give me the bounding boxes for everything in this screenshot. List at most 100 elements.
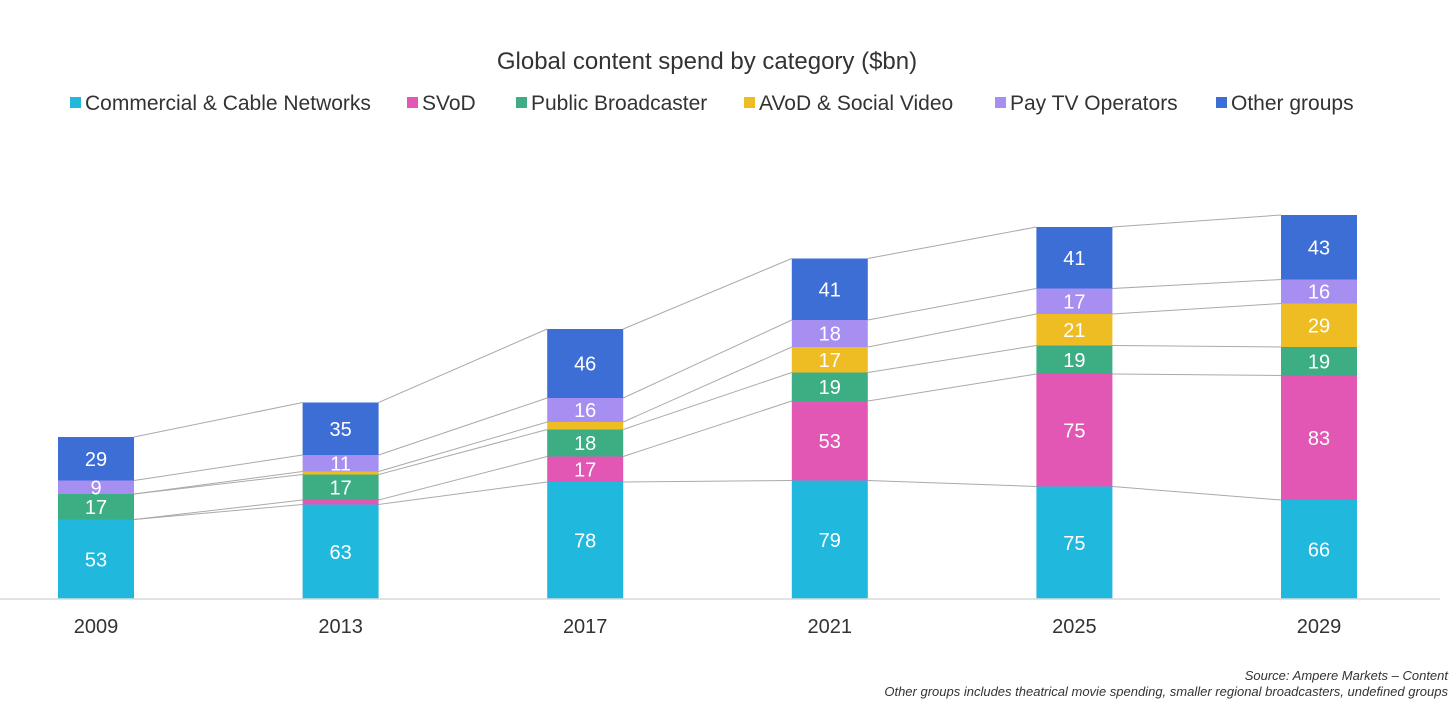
legend-label-other-groups: Other groups — [1231, 92, 1354, 115]
bar-segment-commercial-and-cable-networks-2029 — [1281, 500, 1357, 599]
connector-avod-and-social-video-2021 — [867, 313, 1037, 348]
connector-svod-2025 — [1112, 373, 1282, 376]
source-note: Source: Ampere Markets – Content — [1244, 668, 1448, 683]
bar-segment-pay-tv-operators-2029 — [1281, 279, 1357, 304]
connector-avod-and-social-video-2017 — [622, 346, 793, 423]
bar-segment-avod-and-social-video-2029 — [1281, 303, 1357, 347]
x-tick-2029: 2029 — [1297, 616, 1342, 638]
data-label-svod-2017: 17 — [574, 459, 596, 481]
x-tick-2021: 2021 — [808, 616, 853, 638]
x-tick-2017: 2017 — [563, 616, 608, 638]
data-label-pay-tv-operators-2021: 18 — [819, 324, 841, 346]
bar-segment-public-broadcaster-2025 — [1036, 345, 1113, 374]
data-label-public-broadcaster-2013: 17 — [329, 477, 351, 499]
bar-segment-commercial-and-cable-networks-2009 — [58, 519, 134, 599]
bar-segment-public-broadcaster-2021 — [791, 372, 868, 401]
legend: Commercial & Cable Networks SVoD Public Br… — [70, 92, 1354, 115]
connector-public-broadcaster-2017 — [623, 372, 792, 430]
data-label-pay-tv-operators-2025: 17 — [1063, 291, 1085, 313]
bar-segment-commercial-and-cable-networks-2017 — [547, 482, 624, 599]
bar-segment-public-broadcaster-2013 — [302, 474, 379, 500]
connector-pay-tv-operators-2021 — [867, 288, 1037, 321]
x-tick-2009: 2009 — [74, 616, 119, 638]
bar-segment-pay-tv-operators-2017 — [547, 398, 624, 422]
bar-segment-other-groups-2009 — [58, 437, 134, 481]
data-label-pay-tv-operators-2013: 11 — [330, 453, 351, 475]
connector-avod-and-social-video-2009 — [133, 471, 303, 495]
connector-pay-tv-operators-2013 — [378, 397, 548, 456]
legend-swatch-svod — [407, 97, 418, 108]
bar-segment-commercial-and-cable-networks-2025 — [1036, 486, 1113, 599]
bar-segment-svod-2029 — [1281, 375, 1357, 500]
bar-segment-public-broadcaster-2009 — [58, 494, 134, 520]
connector-other-groups-2013 — [378, 328, 548, 403]
bar-segment-avod-and-social-video-2025 — [1036, 314, 1113, 346]
data-label-other-groups-2029: 43 — [1308, 237, 1330, 259]
x-axis-ticks: 2009 2013 2017 2021 2025 2029 — [74, 616, 1342, 638]
legend-swatch-avod-and-social-video — [744, 97, 755, 108]
bar-segment-pay-tv-operators-2025 — [1036, 288, 1113, 314]
bar-segment-public-broadcaster-2017 — [547, 429, 624, 457]
legend-label-pay-tv-operators: Pay TV Operators — [1010, 92, 1178, 115]
bar-segment-svod-2025 — [1036, 374, 1113, 487]
connector-commercial-and-cable-networks-2013 — [378, 481, 548, 505]
bar-segment-pay-tv-operators-2021 — [791, 320, 868, 347]
connector-other-groups-2009 — [133, 402, 303, 438]
connector-pay-tv-operators-2017 — [622, 319, 793, 399]
connector-public-broadcaster-2025 — [1112, 345, 1282, 348]
data-label-public-broadcaster-2009: 17 — [85, 497, 107, 519]
data-label-avod-and-social-video-2021: 17 — [819, 350, 841, 372]
connector-other-groups-2021 — [867, 226, 1037, 259]
connector-svod-2021 — [867, 373, 1037, 402]
connector-svod-2009 — [133, 499, 303, 520]
data-label-svod-2025: 75 — [1063, 420, 1085, 442]
connector-other-groups-2025 — [1112, 214, 1282, 228]
connector-other-groups-2017 — [623, 258, 792, 330]
connector-commercial-and-cable-networks-2017 — [623, 480, 792, 483]
connector-public-broadcaster-2021 — [867, 345, 1037, 373]
data-label-commercial-and-cable-networks-2009: 53 — [85, 549, 107, 571]
data-label-commercial-and-cable-networks-2021: 79 — [819, 530, 841, 552]
data-label-pay-tv-operators-2029: 16 — [1308, 282, 1330, 304]
data-label-other-groups-2013: 35 — [329, 419, 351, 441]
data-label-svod-2029: 83 — [1308, 428, 1330, 450]
bar-segment-other-groups-2021 — [791, 258, 868, 320]
data-label-other-groups-2021: 41 — [819, 279, 841, 301]
legend-label-svod: SVoD — [422, 92, 476, 115]
legend-label-avod-and-social-video: AVoD & Social Video — [759, 92, 953, 115]
connector-svod-2013 — [378, 456, 548, 501]
connector-commercial-and-cable-networks-2025 — [1112, 486, 1282, 501]
connector-lines — [133, 214, 1282, 520]
data-label-public-broadcaster-2021: 19 — [819, 377, 841, 399]
bar-segment-other-groups-2017 — [547, 329, 624, 398]
legend-swatch-other-groups — [1216, 97, 1227, 108]
data-label-pay-tv-operators-2017: 16 — [574, 400, 596, 422]
bar-segment-avod-and-social-video-2021 — [791, 347, 868, 373]
legend-label-commercial-and-cable-networks: Commercial & Cable Networks — [85, 92, 371, 115]
legend-swatch-public-broadcaster — [516, 97, 527, 108]
bar-segment-other-groups-2025 — [1036, 227, 1113, 289]
connector-avod-and-social-video-2013 — [378, 421, 548, 472]
bar-segment-avod-and-social-video-2013 — [302, 471, 379, 475]
data-label-other-groups-2025: 41 — [1063, 248, 1085, 270]
x-tick-2025: 2025 — [1052, 616, 1097, 638]
data-label-other-groups-2009: 29 — [85, 449, 107, 471]
bar-segment-svod-2013 — [302, 500, 379, 505]
connector-public-broadcaster-2013 — [378, 429, 548, 475]
bar-segment-other-groups-2013 — [302, 402, 379, 455]
bar-segment-other-groups-2029 — [1281, 215, 1357, 280]
data-label-public-broadcaster-2025: 19 — [1063, 350, 1085, 372]
bars: 5317929631711357817181646795319171841757… — [58, 215, 1357, 599]
x-tick-2013: 2013 — [318, 616, 363, 638]
bar-segment-public-broadcaster-2029 — [1281, 347, 1357, 376]
connector-svod-2017 — [623, 400, 792, 457]
data-label-public-broadcaster-2017: 18 — [574, 433, 596, 455]
bar-segment-pay-tv-operators-2009 — [58, 480, 134, 494]
legend-label-public-broadcaster: Public Broadcaster — [531, 92, 707, 115]
data-label-svod-2021: 53 — [819, 431, 841, 453]
connector-avod-and-social-video-2025 — [1112, 303, 1282, 315]
data-label-public-broadcaster-2029: 19 — [1308, 351, 1330, 373]
data-label-commercial-and-cable-networks-2013: 63 — [329, 542, 351, 564]
bar-segment-commercial-and-cable-networks-2013 — [302, 504, 379, 599]
